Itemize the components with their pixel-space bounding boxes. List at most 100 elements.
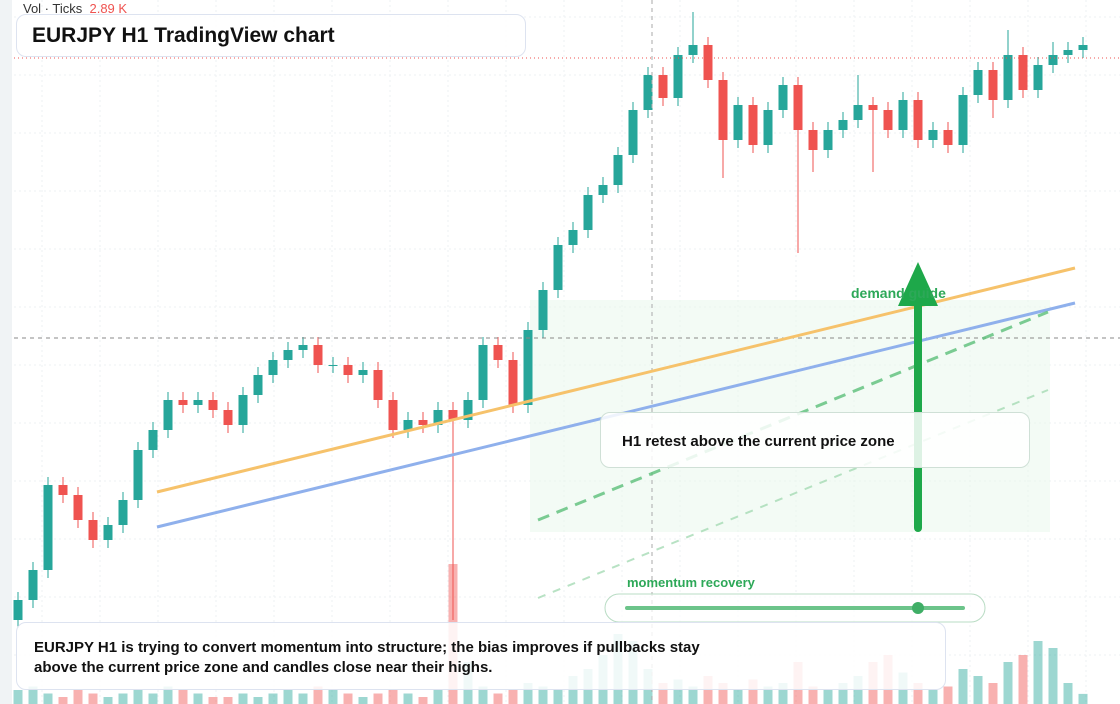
volume-bar <box>778 683 788 704</box>
volume-bar <box>823 690 833 704</box>
candle-body <box>118 500 128 525</box>
candle-body <box>733 105 743 140</box>
volume-bar <box>58 697 68 704</box>
volume-bar <box>493 693 503 704</box>
candle-body <box>193 400 203 405</box>
volume-bar <box>88 693 98 704</box>
candle-body <box>778 85 788 110</box>
volume-bar <box>703 676 713 704</box>
candle-body <box>553 245 563 290</box>
candle-body <box>328 365 338 366</box>
candle-body <box>928 130 938 140</box>
volume-bar <box>208 697 218 704</box>
dashed-guide <box>537 310 1049 522</box>
candle-body <box>523 330 533 405</box>
candle-body <box>493 345 503 360</box>
volume-bar <box>343 693 353 704</box>
candle-body <box>28 570 38 600</box>
demand-label: demand guide <box>851 285 946 301</box>
candle-body <box>898 100 908 130</box>
volume-bar <box>1033 641 1043 704</box>
volume-bar <box>748 679 758 704</box>
volume-bar <box>103 697 113 704</box>
candle-body <box>1003 55 1013 100</box>
volume-bar <box>1078 693 1088 704</box>
candle-body <box>208 400 218 410</box>
candle-body <box>163 400 173 430</box>
candle-body <box>58 485 68 495</box>
volume-bar <box>1048 648 1058 704</box>
legend-prefix: Vol · Ticks <box>23 1 83 16</box>
candle-body <box>178 400 188 405</box>
candle-body <box>958 95 968 145</box>
candle-body <box>628 110 638 155</box>
candle-body <box>448 410 458 420</box>
volume-bar <box>403 693 413 704</box>
candle-body <box>568 230 578 245</box>
candle-body <box>973 70 983 95</box>
candle-body <box>433 410 443 425</box>
volume-bar <box>313 686 323 704</box>
volume-bar <box>13 690 23 704</box>
candle-body <box>298 345 308 350</box>
candle-body <box>763 110 773 145</box>
momentum-knob <box>912 602 924 614</box>
candle-body <box>853 105 863 120</box>
candle-body <box>388 400 398 430</box>
candle-body <box>313 345 323 365</box>
volume-bar <box>73 690 83 704</box>
volume-bar <box>688 686 698 704</box>
candle-body <box>148 430 158 450</box>
volume-bar <box>838 683 848 704</box>
candle-body <box>1063 50 1073 55</box>
volume-bar <box>808 686 818 704</box>
volume-bar <box>943 686 953 704</box>
retest-box <box>600 412 1030 468</box>
volume-bar <box>718 683 728 704</box>
candle-body <box>883 110 893 130</box>
candle-body <box>1078 45 1088 50</box>
volume-bar <box>928 690 938 704</box>
candle-body <box>403 420 413 430</box>
candle-body <box>868 105 878 110</box>
volume-bar <box>193 693 203 704</box>
candle-body <box>583 195 593 230</box>
candle-body <box>718 80 728 140</box>
volume-bar <box>538 686 548 704</box>
left-strip <box>0 0 12 704</box>
volume-bar <box>553 690 563 704</box>
retest-label: H1 retest above the current price zone <box>622 433 895 450</box>
volume-bar <box>268 693 278 704</box>
volume-bar <box>733 690 743 704</box>
candle-body <box>838 120 848 130</box>
volume-bar <box>853 676 863 704</box>
volume-bar <box>973 676 983 704</box>
arrow-head <box>898 262 938 306</box>
candle-body <box>748 105 758 145</box>
candle-body <box>808 130 818 150</box>
volume-bar <box>763 686 773 704</box>
volume-bar <box>433 690 443 704</box>
candle-body <box>358 370 368 375</box>
candle-body <box>1048 55 1058 65</box>
volume-bar <box>163 686 173 704</box>
candle-body <box>478 345 488 400</box>
candle-body <box>538 290 548 330</box>
volume-bar <box>373 693 383 704</box>
volume-bar <box>658 683 668 704</box>
candle-body <box>88 520 98 540</box>
volume-bar <box>253 697 263 704</box>
volume-bar <box>673 679 683 704</box>
candle-body <box>373 370 383 400</box>
candle-body <box>673 55 683 98</box>
summary-text: EURJPY H1 is trying to convert momentum … <box>34 639 700 676</box>
volume-bar <box>523 683 533 704</box>
volume-bar <box>958 669 968 704</box>
candle-body <box>238 395 248 425</box>
summary-box <box>16 622 946 690</box>
candle-body <box>688 45 698 55</box>
candle-body <box>13 600 23 620</box>
candle-body <box>943 130 953 145</box>
